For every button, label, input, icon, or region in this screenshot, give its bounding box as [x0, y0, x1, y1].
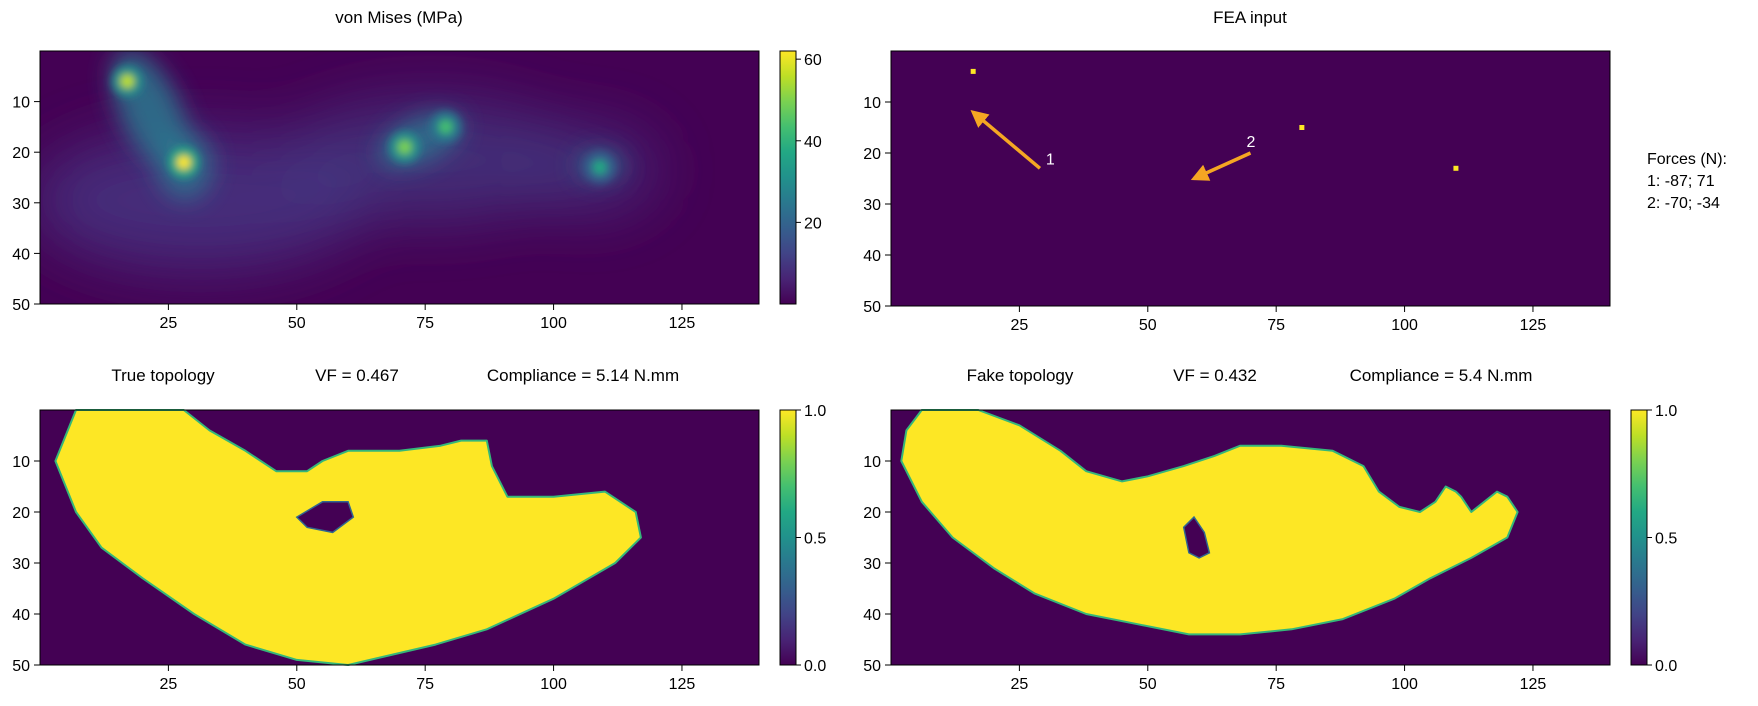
- stress-panel: von Mises (MPa) 25 50 75 100 125 10 20 30 40 50 2…: [12, 8, 822, 332]
- x-tick-label: 125: [1520, 317, 1547, 334]
- y-tick-label: 10: [12, 454, 30, 471]
- y-tick-label: 50: [12, 297, 30, 314]
- y-tick-label: 10: [863, 95, 881, 112]
- stress-hotspot: [176, 155, 191, 170]
- force-label: 1: [1046, 151, 1055, 168]
- stress-frame: [39, 50, 760, 305]
- x-tick-label: 25: [1010, 676, 1028, 693]
- colorbar-tick-label: 1.0: [804, 403, 826, 420]
- fea-plot-area: [890, 50, 1611, 307]
- stress-field: [40, 51, 660, 270]
- x-tick-label: 100: [1391, 317, 1418, 334]
- force-label: 2: [1247, 134, 1256, 151]
- x-tick-label: 75: [416, 676, 434, 693]
- stress-colorbar-ticks: 20 40 60: [796, 52, 822, 232]
- y-tick-label: 20: [12, 505, 30, 522]
- solid-region: [900, 409, 1519, 636]
- y-tick-label: 20: [12, 145, 30, 162]
- colorbar-tick-label: 40: [804, 134, 822, 151]
- x-tick-label: 100: [1391, 676, 1418, 693]
- true-compliance: Compliance = 5.14 N.mm: [487, 366, 679, 385]
- fake-axes: 25 50 75 100 125 10 20 30 40 50: [863, 454, 1546, 693]
- true-topology-shape: [54, 409, 642, 666]
- x-tick-label: 50: [288, 315, 306, 332]
- void-hole: [1182, 515, 1211, 559]
- true-frame: [39, 409, 760, 666]
- colorbar-tick-label: 0.0: [804, 658, 826, 675]
- true-vf: VF = 0.467: [315, 366, 399, 385]
- colorbar-tick-label: 0.0: [1655, 658, 1677, 675]
- solid-region: [54, 409, 642, 666]
- y-tick-label: 20: [863, 505, 881, 522]
- fea-title: FEA input: [1213, 8, 1287, 27]
- stress-hotspot: [397, 140, 412, 155]
- x-tick-label: 25: [159, 676, 177, 693]
- support-point: [970, 68, 976, 74]
- forces-legend-line-1: 1: -87; 71: [1647, 173, 1715, 190]
- fea-marks: 12: [970, 68, 1459, 181]
- x-tick-label: 100: [540, 676, 567, 693]
- fake-topology-panel: Fake topology VF = 0.432 Compliance = 5.…: [863, 366, 1677, 693]
- forces-legend-line-2: 2: -70; -34: [1647, 195, 1720, 212]
- stress-title: von Mises (MPa): [335, 8, 463, 27]
- colorbar-tick-label: 1.0: [1655, 403, 1677, 420]
- y-tick-label: 40: [863, 607, 881, 624]
- y-tick-label: 40: [863, 248, 881, 265]
- x-tick-label: 100: [540, 315, 567, 332]
- y-tick-label: 30: [863, 556, 881, 573]
- true-axes: 25 50 75 100 125 10 20 30 40 50: [12, 454, 695, 693]
- true-topology-panel: True topology VF = 0.467 Compliance = 5.…: [12, 366, 826, 693]
- fake-colorbar-ticks: 0.0 0.5 1.0: [1647, 403, 1677, 675]
- x-tick-label: 50: [1139, 317, 1157, 334]
- x-tick-label: 50: [1139, 676, 1157, 693]
- y-tick-label: 20: [863, 146, 881, 163]
- colorbar-tick-label: 0.5: [1655, 531, 1677, 548]
- x-tick-label: 125: [669, 315, 696, 332]
- fake-colorbar: [1630, 409, 1648, 666]
- y-tick-label: 50: [863, 658, 881, 675]
- void-hole: [295, 501, 355, 534]
- fea-axes: 25 50 75 100 125 10 20 30 40 50: [863, 95, 1546, 334]
- fake-frame: [890, 409, 1611, 666]
- y-tick-label: 50: [12, 658, 30, 675]
- y-tick-label: 30: [12, 196, 30, 213]
- x-tick-label: 50: [288, 676, 306, 693]
- colorbar-tick-label: 60: [804, 52, 822, 69]
- x-tick-label: 125: [1520, 676, 1547, 693]
- fake-topology-shape: [900, 409, 1519, 636]
- forces-legend-title: Forces (N):: [1647, 151, 1727, 168]
- support-point: [1453, 165, 1459, 171]
- force-arrow: [970, 109, 1042, 170]
- y-tick-label: 30: [12, 556, 30, 573]
- x-tick-label: 75: [416, 315, 434, 332]
- true-title: True topology: [111, 366, 215, 385]
- stress-axes: 25 50 75 100 125 10 20 30 40 50: [12, 95, 695, 332]
- stress-colorbar: [779, 50, 797, 305]
- stress-hotspot: [120, 74, 135, 89]
- x-tick-label: 25: [159, 315, 177, 332]
- x-tick-label: 125: [669, 676, 696, 693]
- y-tick-label: 10: [863, 454, 881, 471]
- colorbar-tick-label: 20: [804, 215, 822, 232]
- x-tick-label: 75: [1267, 676, 1285, 693]
- y-tick-label: 40: [12, 246, 30, 263]
- colorbar-tick-label: 0.5: [804, 531, 826, 548]
- fake-compliance: Compliance = 5.4 N.mm: [1350, 366, 1533, 385]
- stress-hotspot: [438, 119, 453, 134]
- fake-vf: VF = 0.432: [1173, 366, 1257, 385]
- x-tick-label: 25: [1010, 317, 1028, 334]
- y-tick-label: 10: [12, 95, 30, 112]
- true-colorbar: [779, 409, 797, 666]
- true-colorbar-ticks: 0.0 0.5 1.0: [796, 403, 826, 675]
- fake-title: Fake topology: [967, 366, 1074, 385]
- stress-hotspot: [592, 160, 607, 175]
- y-tick-label: 50: [863, 299, 881, 316]
- force-arrow: [1190, 151, 1252, 181]
- support-point: [1299, 125, 1305, 130]
- y-tick-label: 30: [863, 197, 881, 214]
- y-tick-label: 40: [12, 607, 30, 624]
- x-tick-label: 75: [1267, 317, 1285, 334]
